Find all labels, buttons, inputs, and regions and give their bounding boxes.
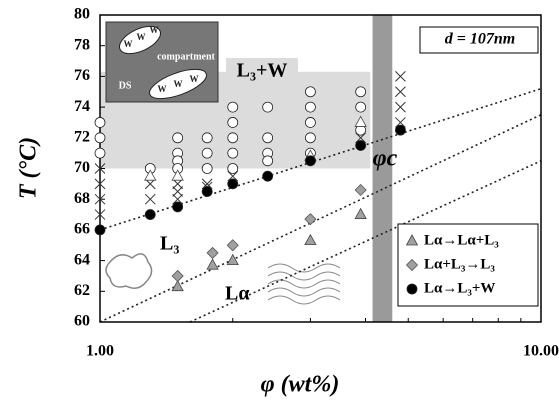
y-tick-label: 60 <box>74 313 90 330</box>
la-cartoon <box>268 280 340 288</box>
marker <box>395 87 405 97</box>
legend-label: Lα+L₃→L₃ <box>424 256 495 272</box>
marker <box>395 102 405 112</box>
marker <box>395 71 405 81</box>
y-tick-label: 66 <box>74 221 90 238</box>
marker <box>202 133 212 143</box>
la-cartoon <box>268 272 340 280</box>
legend: Lα→Lα+L₃ Lα+L₃→L₃ Lα→L₃+W <box>398 224 538 306</box>
marker <box>207 247 218 258</box>
y-tick-label: 64 <box>74 251 90 268</box>
marker <box>228 117 238 127</box>
marker <box>173 133 183 143</box>
marker <box>305 87 315 97</box>
marker <box>305 117 315 127</box>
marker <box>395 125 405 135</box>
la-cartoon <box>268 288 340 296</box>
marker <box>172 270 183 281</box>
inset-label: W <box>137 32 146 42</box>
la-cartoon <box>268 264 340 272</box>
marker <box>202 148 212 158</box>
y-tick-label: 76 <box>74 67 90 84</box>
marker <box>172 281 183 291</box>
inset-label: W <box>158 84 167 94</box>
marker <box>356 87 366 97</box>
inset-label: W <box>174 79 183 89</box>
marker <box>228 102 238 112</box>
marker <box>202 164 212 174</box>
inset-label: compartment <box>157 51 215 62</box>
x-tick-label: 1.00 <box>86 343 114 360</box>
y-tick-label: 78 <box>74 36 90 53</box>
marker <box>263 156 273 166</box>
marker <box>305 214 316 225</box>
annotation: L₃+W <box>237 60 288 82</box>
marker <box>228 179 238 189</box>
marker <box>355 209 366 219</box>
legend-marker <box>407 284 417 294</box>
la-cartoon <box>268 296 340 304</box>
marker <box>145 194 155 204</box>
y-tick-label: 68 <box>74 190 90 207</box>
marker <box>263 171 273 181</box>
marker <box>263 133 273 143</box>
marker <box>227 240 238 251</box>
inset-label: W <box>190 74 199 84</box>
annotation: L₃ <box>160 233 179 255</box>
y-tick-label: 72 <box>74 128 90 145</box>
marker <box>207 259 218 269</box>
marker <box>228 148 238 158</box>
marker <box>356 140 366 150</box>
marker <box>95 148 105 158</box>
marker <box>305 133 315 143</box>
legend-label: Lα→Lα+L₃ <box>424 232 499 248</box>
marker <box>202 187 212 197</box>
x-axis-label: φ (wt%) <box>261 372 340 398</box>
marker <box>95 133 105 143</box>
x-tick-label: 10.00 <box>523 343 559 360</box>
annotation: d = 107nm <box>445 31 515 48</box>
inset-label: DS <box>119 80 132 91</box>
marker <box>305 102 315 112</box>
chart: φ (wt%) T (°C) WWWWWWcompartmentDS606264… <box>0 0 559 409</box>
marker <box>228 133 238 143</box>
marker <box>355 184 366 195</box>
y-tick-label: 74 <box>74 98 90 115</box>
marker <box>305 235 316 245</box>
y-tick-label: 62 <box>74 282 90 299</box>
y-tick-label: 80 <box>74 6 90 23</box>
y-axis-label: T (°C) <box>16 137 42 199</box>
marker <box>356 102 366 112</box>
inset-label: W <box>124 39 133 49</box>
marker <box>173 202 183 212</box>
annotation: Lα <box>225 283 250 305</box>
marker <box>145 210 155 220</box>
y-tick-label: 70 <box>74 159 90 176</box>
marker <box>305 156 315 166</box>
marker <box>95 225 105 235</box>
marker <box>227 255 238 265</box>
annotation: φc <box>373 146 398 172</box>
legend-label: Lα→L₃+W <box>424 280 495 296</box>
marker <box>263 102 273 112</box>
inset-label: W <box>150 25 159 35</box>
l3-cartoon <box>106 254 152 288</box>
marker <box>95 117 105 127</box>
